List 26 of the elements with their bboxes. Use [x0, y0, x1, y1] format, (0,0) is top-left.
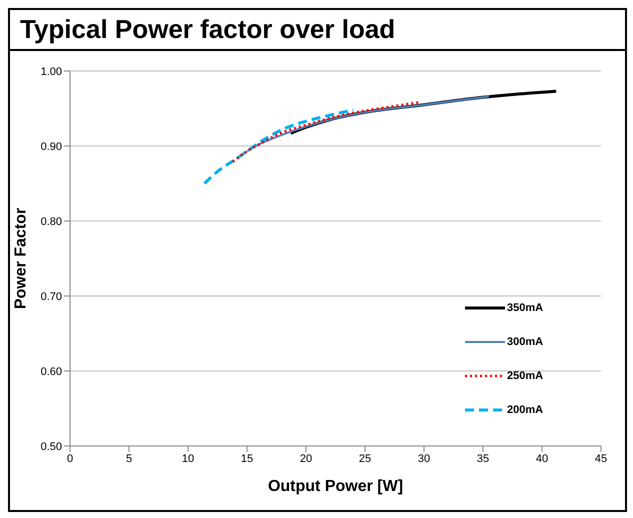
x-tick-label: 5: [126, 452, 132, 465]
x-tick-label: 15: [240, 452, 254, 465]
chart-title: Typical Power factor over load: [10, 10, 625, 51]
line-series: [203, 108, 355, 185]
x-tick-label: 0: [66, 452, 74, 465]
line-series: [232, 101, 420, 163]
line-series: [246, 96, 490, 152]
legend-label: 200mA: [507, 404, 544, 416]
x-tick-label: 25: [358, 452, 372, 465]
y-tick-label: 0.60: [40, 366, 62, 378]
legend-label: 250mA: [507, 370, 544, 382]
legend-label: 300mA: [507, 336, 544, 348]
y-tick-label: 0.70: [40, 290, 62, 303]
y-tick-label: 0.50: [40, 440, 62, 453]
y-tick-label: 0.80: [40, 216, 62, 228]
x-tick-label: 45: [594, 452, 608, 465]
y-axis-title: Power Factor: [12, 208, 30, 310]
x-tick-label: 20: [300, 452, 312, 465]
x-tick-label: 40: [536, 452, 548, 465]
y-tick-label: 1.00: [40, 66, 62, 78]
x-tick-label: 35: [476, 452, 490, 465]
x-axis-title: Output Power [W]: [268, 478, 404, 495]
x-tick-label: 30: [418, 452, 430, 465]
x-tick-label: 10: [182, 452, 194, 465]
y-tick-label: 0.90: [40, 140, 62, 153]
legend-label: 350mA: [507, 302, 544, 314]
